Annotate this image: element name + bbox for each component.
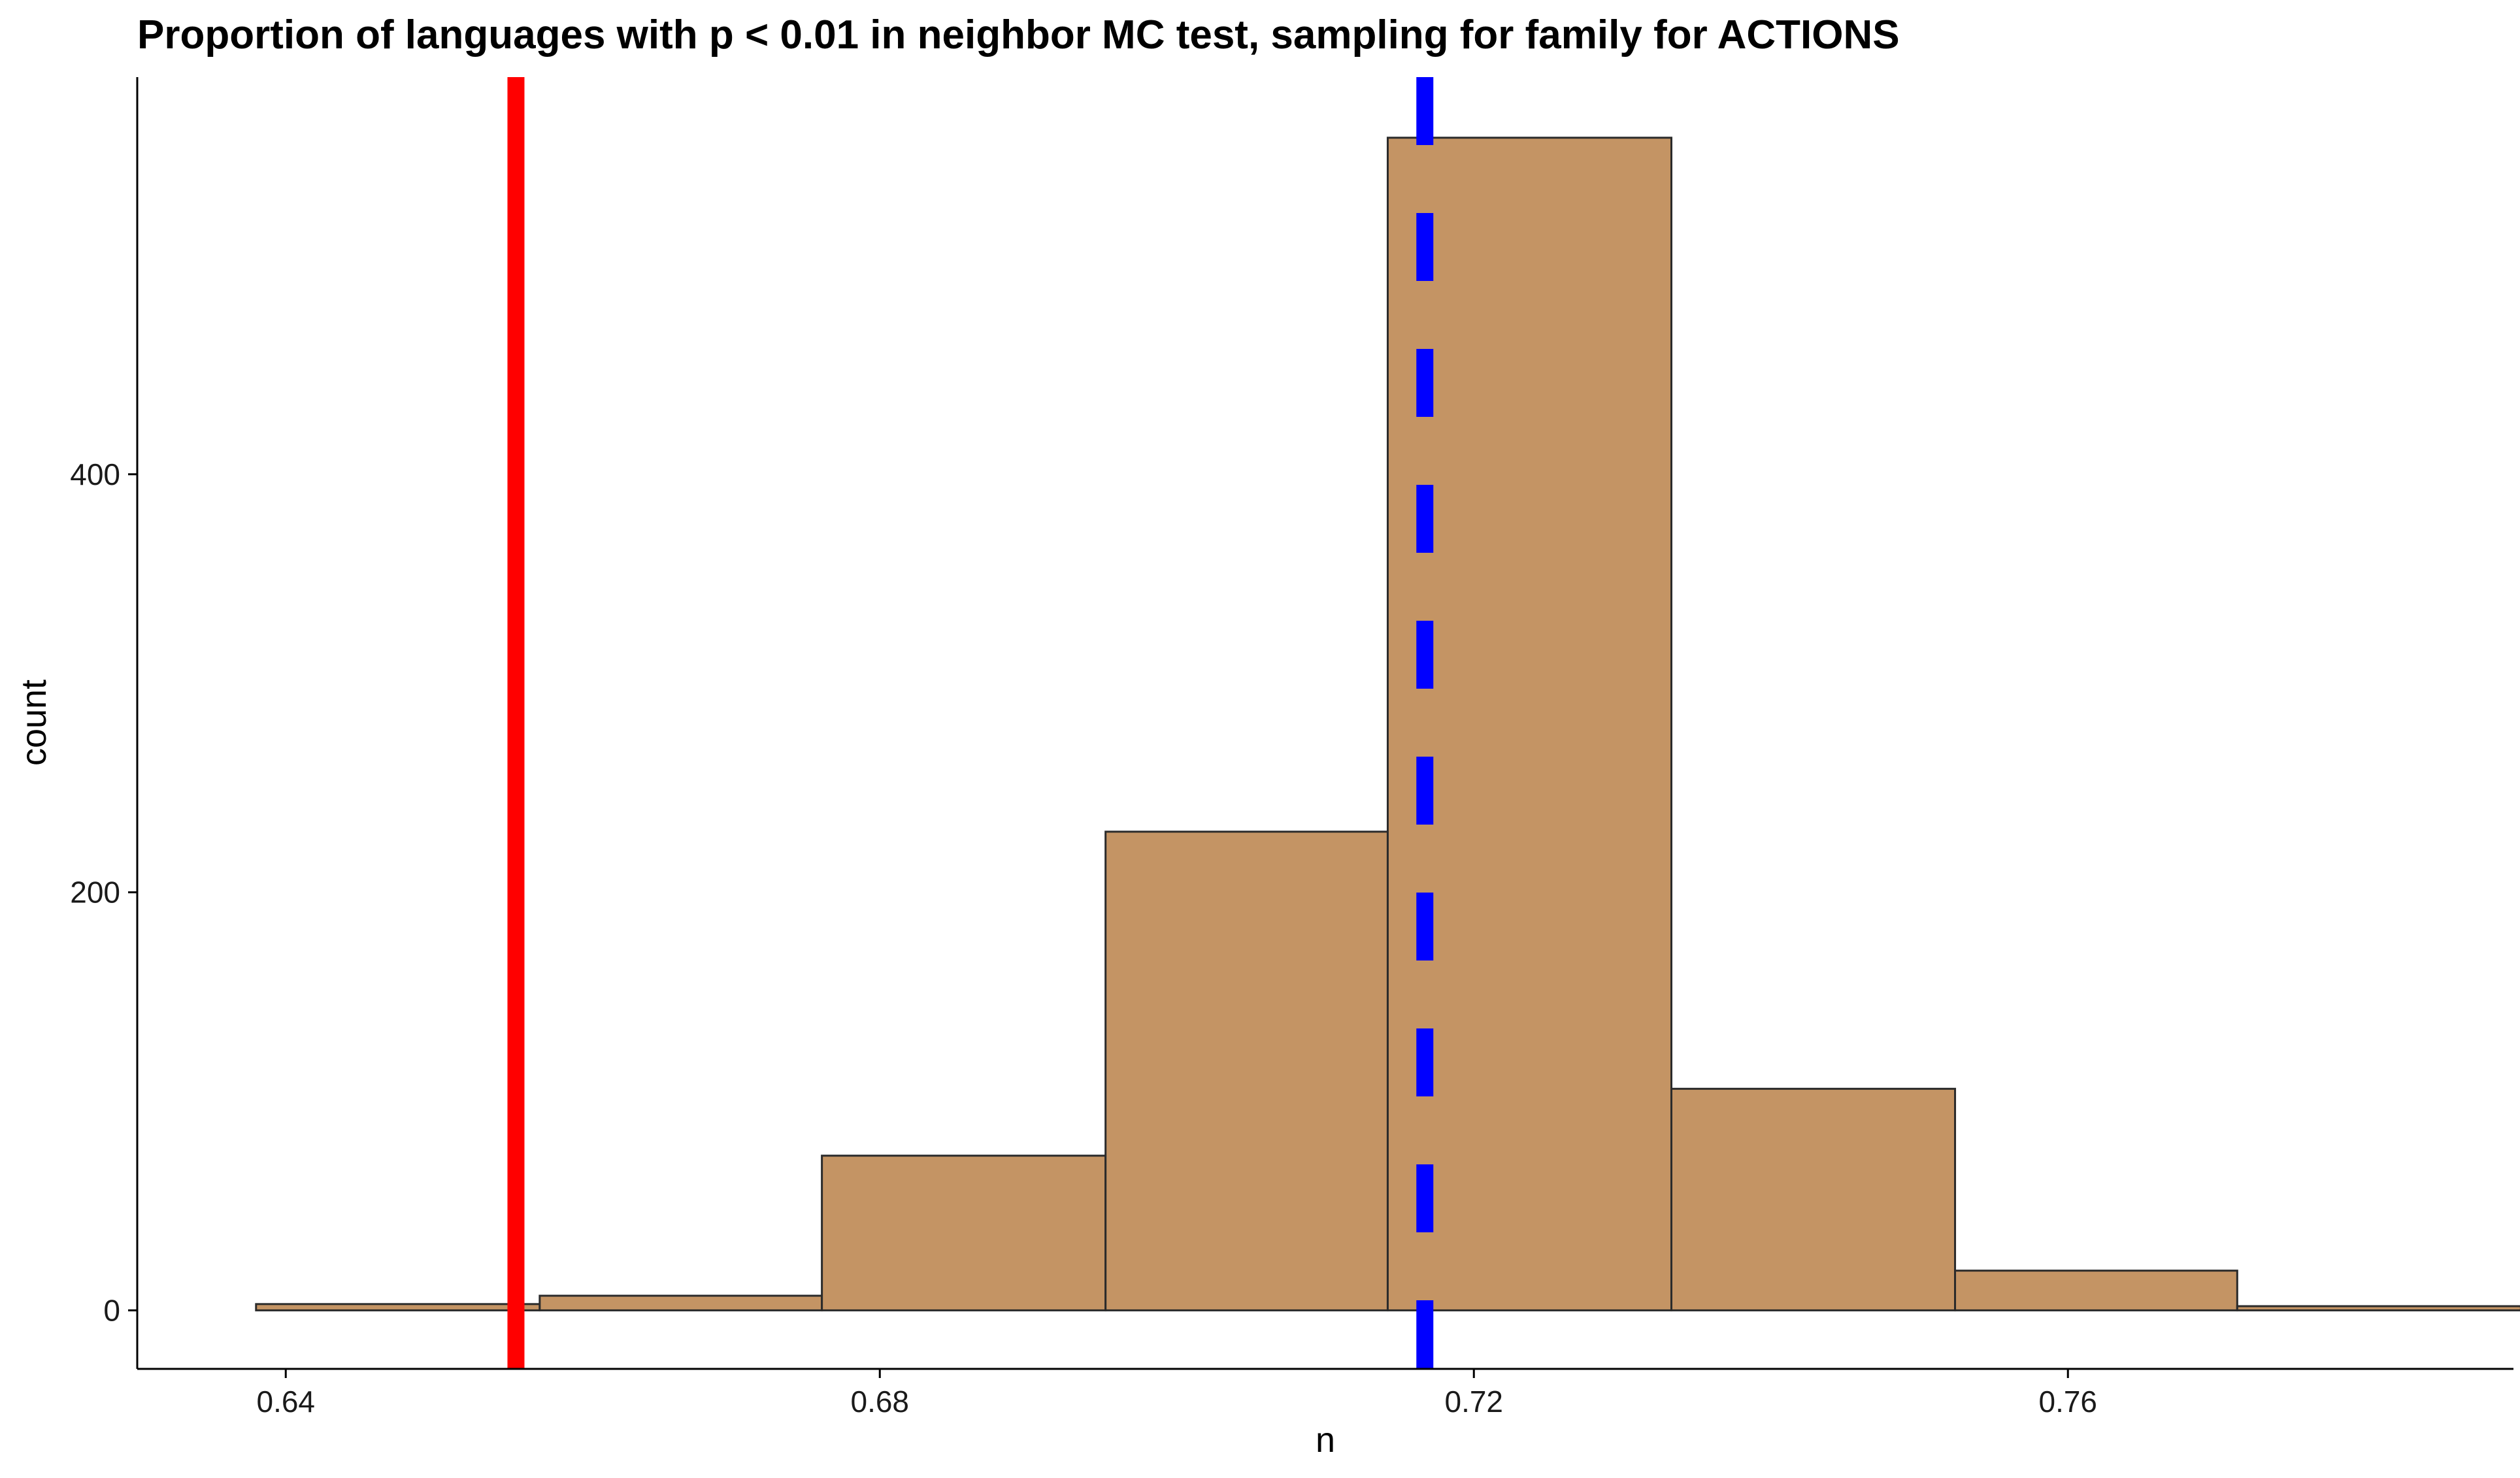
x-tick-label: 0.76: [2038, 1385, 2097, 1419]
histogram-bar-8: [2236, 1305, 2520, 1311]
y-tick-label: 400: [70, 457, 120, 491]
y-axis-title: count: [14, 680, 54, 766]
y-tick-label: 0: [103, 1293, 120, 1327]
x-axis-title: n: [1316, 1421, 1335, 1460]
histogram-bar-3: [821, 1155, 1107, 1311]
histogram-bar-1: [255, 1303, 541, 1311]
histogram-bar-7: [1954, 1270, 2238, 1311]
histogram-bar-6: [1670, 1087, 1957, 1311]
chart-title: Proportion of languages with p < 0.01 in…: [137, 12, 1900, 57]
y-tick-label: 200: [70, 876, 120, 910]
histogram-bar-4: [1104, 830, 1389, 1311]
histogram-bar-5: [1386, 137, 1672, 1311]
x-tick-label: 0.72: [1444, 1385, 1503, 1419]
histogram-bar-2: [539, 1294, 823, 1311]
x-tick-label: 0.64: [256, 1385, 315, 1419]
x-tick-label: 0.68: [850, 1385, 909, 1419]
